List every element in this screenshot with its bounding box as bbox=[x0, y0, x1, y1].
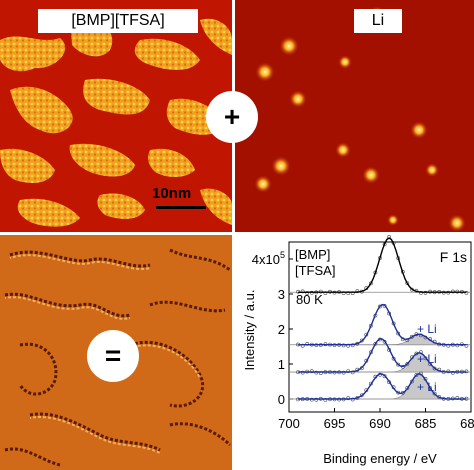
data-point bbox=[450, 370, 455, 375]
data-point bbox=[405, 362, 410, 366]
data-point bbox=[414, 373, 419, 377]
chart-title: F 1s bbox=[440, 249, 467, 265]
data-point bbox=[373, 341, 378, 346]
data-point bbox=[368, 281, 373, 286]
equals-symbol: = bbox=[87, 330, 139, 382]
data-point bbox=[305, 342, 310, 346]
x-tick-label: 700 bbox=[278, 416, 300, 431]
annotation-tfsa: [TFSA] bbox=[295, 263, 335, 278]
data-point bbox=[300, 289, 305, 294]
li-component-fill bbox=[298, 373, 467, 400]
annotation-li-3: + Li bbox=[417, 380, 437, 394]
fit-line bbox=[298, 303, 467, 346]
data-point bbox=[323, 397, 328, 402]
data-point bbox=[309, 369, 314, 374]
x-axis-label: Binding energy / eV bbox=[323, 451, 437, 466]
plus-symbol: + bbox=[206, 91, 258, 143]
label-li: Li bbox=[354, 9, 402, 33]
data-point bbox=[350, 397, 355, 402]
x-tick-label: 695 bbox=[324, 416, 346, 431]
annotation-li-2: + Li bbox=[417, 352, 437, 366]
x-tick-label: 680 bbox=[460, 416, 474, 431]
li-component-fill bbox=[298, 352, 467, 373]
data-point bbox=[346, 369, 351, 374]
y-tick-label: 0 bbox=[278, 392, 285, 407]
y-tick-exponent: 5 bbox=[280, 250, 285, 260]
data-point bbox=[396, 362, 401, 367]
stm-islands-graphic bbox=[0, 17, 232, 227]
scale-bar bbox=[156, 206, 206, 209]
y-tick-label: 1 bbox=[278, 357, 285, 372]
li-clusters-graphic bbox=[254, 6, 466, 232]
fit-line bbox=[298, 373, 467, 400]
fit-line bbox=[298, 338, 467, 373]
data-point bbox=[432, 391, 437, 396]
data-point bbox=[382, 304, 387, 308]
label-bmp-tfsa: [BMP][TFSA] bbox=[38, 9, 198, 33]
x-tick-label: 690 bbox=[369, 416, 391, 431]
data-point bbox=[350, 343, 355, 348]
data-point bbox=[382, 374, 387, 379]
xps-chart-panel: 700 695 690 685 680 0 1 2 3 4x105 F 1s [BMP] [TF… bbox=[235, 235, 474, 470]
annotation-li-1: + Li bbox=[417, 322, 437, 336]
stm-image-li bbox=[235, 0, 474, 232]
data-point bbox=[405, 281, 410, 286]
y-tick-label: 3 bbox=[278, 287, 285, 302]
x-tick-label: 685 bbox=[415, 416, 437, 431]
y-tick-label: 4x105 bbox=[252, 250, 285, 267]
annotation-temperature: 80 K bbox=[296, 292, 323, 307]
fit-line bbox=[298, 237, 467, 293]
data-point bbox=[341, 343, 346, 348]
xps-chart: 700 695 690 685 680 0 1 2 3 4x105 F 1s [BMP] [TF… bbox=[242, 235, 474, 466]
data-point bbox=[359, 338, 364, 343]
data-point bbox=[455, 343, 460, 348]
data-point bbox=[359, 393, 364, 398]
y-tick-label: 2 bbox=[278, 322, 285, 337]
y-axis-label: Intensity / a.u. bbox=[242, 290, 257, 371]
combined-chains-graphic bbox=[4, 248, 232, 467]
data-point bbox=[378, 304, 382, 309]
annotation-bmp: [BMP] bbox=[295, 247, 330, 262]
stm-image-bmp-tfsa bbox=[0, 0, 232, 232]
scale-bar-label: 10nm bbox=[152, 185, 192, 202]
